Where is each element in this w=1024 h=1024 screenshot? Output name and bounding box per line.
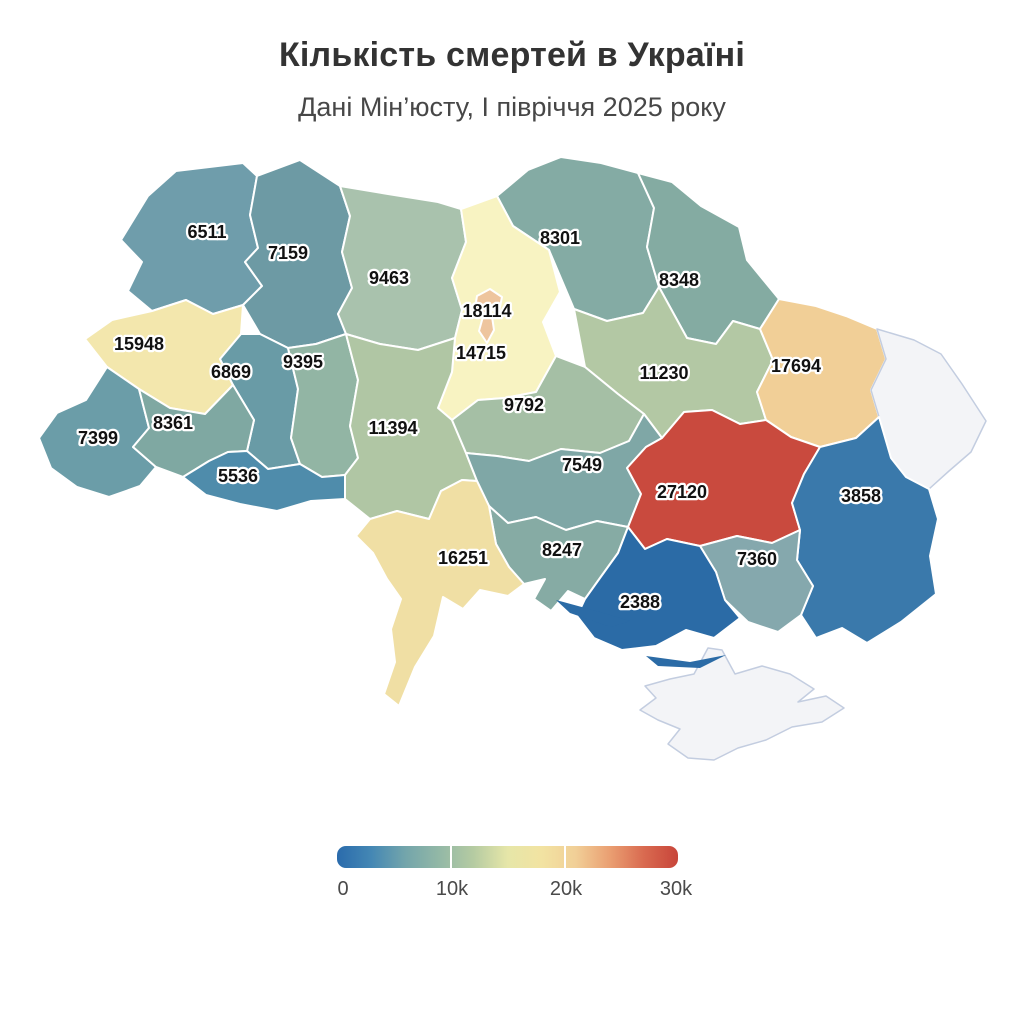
region-luhansk <box>870 328 987 490</box>
page-subtitle: Дані Мін’юсту, І півріччя 2025 року <box>298 92 726 122</box>
region-value-label: 7159 <box>268 243 308 263</box>
region-value-label: 7360 <box>737 549 777 569</box>
region-donetsk <box>791 416 939 644</box>
footer: Опендатабот <box>0 960 1024 1010</box>
region-value-label: 7399 <box>78 428 118 448</box>
region-value-label: 8361 <box>153 413 193 433</box>
region-value-label: 9792 <box>504 395 544 415</box>
region-value-label: 11230 <box>639 363 688 383</box>
legend-separator <box>564 846 566 868</box>
region-kyiv-city <box>474 288 503 344</box>
region-value-label: 16251 <box>438 548 488 568</box>
region-value-label: 27120 <box>657 482 707 502</box>
legend-tick: 20k <box>549 878 583 900</box>
coastal-spit <box>556 600 630 627</box>
region-value-label: 3858 <box>841 486 881 506</box>
region-value-label: 8301 <box>540 228 580 248</box>
region-value-label: 6869 <box>211 362 251 382</box>
region-value-label: 6511 <box>187 222 226 242</box>
region-chernivtsi <box>182 450 346 512</box>
region-value-label: 8247 <box>542 540 582 560</box>
region-value-label: 2388 <box>620 592 660 612</box>
region-value-label: 8348 <box>659 270 699 290</box>
color-scale-bar <box>337 846 678 868</box>
legend-tick: 30k <box>659 878 693 900</box>
legend-tick: 10k <box>435 878 469 900</box>
page-title: Кількість смертей в Україні <box>278 36 746 74</box>
region-value-label: 7549 <box>562 455 602 475</box>
region-crimea <box>639 647 845 761</box>
region-value-label: 5536 <box>218 466 258 486</box>
region-value-label: 9395 <box>283 352 323 372</box>
legend-separator <box>450 846 452 868</box>
region-value-label: 14715 <box>456 343 506 363</box>
region-value-label: 11394 <box>368 418 417 438</box>
region-value-label: 17694 <box>771 356 821 376</box>
region-value-label: 9463 <box>369 268 409 288</box>
legend-tick: 0 <box>337 878 349 900</box>
region-value-label: 15948 <box>114 334 164 354</box>
region-value-label: 18114 <box>462 301 511 321</box>
coastal-spit <box>646 655 726 668</box>
region-odesa <box>355 479 525 707</box>
